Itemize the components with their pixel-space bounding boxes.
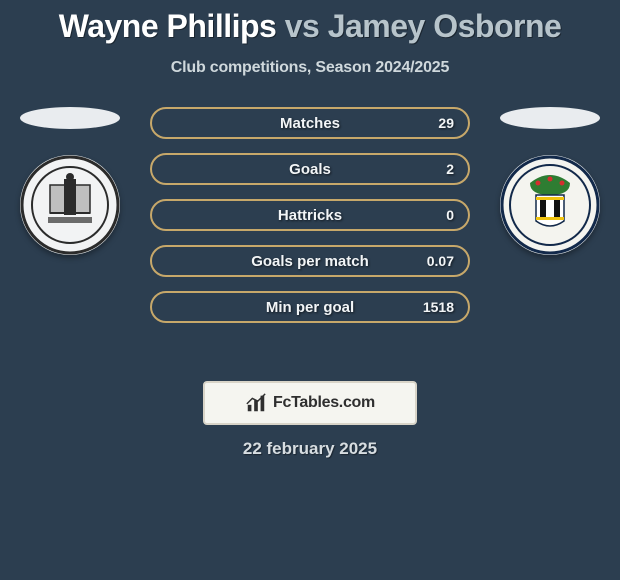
brand-box: FcTables.com <box>203 381 417 425</box>
stat-bar: Hattricks 0 <box>150 199 470 231</box>
subtitle: Club competitions, Season 2024/2025 <box>10 59 610 77</box>
vs-text: vs <box>285 8 320 44</box>
crest-left-icon <box>20 155 120 255</box>
stat-value-right: 1518 <box>423 299 454 315</box>
crest-right-icon <box>500 155 600 255</box>
stats-area: Matches 29 Goals 2 Hattricks 0 Goals per match… <box>10 107 610 357</box>
stat-label: Goals per match <box>251 253 369 270</box>
bar-chart-icon <box>245 392 267 414</box>
stat-value-right: 0 <box>446 207 454 223</box>
player1-name: Wayne Phillips <box>59 8 277 44</box>
stat-label: Matches <box>280 115 340 132</box>
stat-value-right: 29 <box>438 115 454 131</box>
right-column <box>490 107 610 255</box>
gateshead-crest <box>20 155 120 255</box>
brand-text: FcTables.com <box>273 394 375 412</box>
stat-value-right: 0.07 <box>427 253 454 269</box>
date-text: 22 february 2025 <box>10 439 610 459</box>
headline: Wayne Phillips vs Jamey Osborne <box>10 8 610 45</box>
stat-bar: Matches 29 <box>150 107 470 139</box>
stat-label: Goals <box>289 161 331 178</box>
player2-name: Jamey Osborne <box>328 8 562 44</box>
stat-label: Min per goal <box>266 299 354 316</box>
stat-bars: Matches 29 Goals 2 Hattricks 0 Goals per match… <box>150 107 470 323</box>
stat-value-right: 2 <box>446 161 454 177</box>
infographic-root: Wayne Phillips vs Jamey Osborne Club com… <box>0 0 620 459</box>
player1-ellipse <box>20 107 120 129</box>
stat-label: Hattricks <box>278 207 342 224</box>
stat-bar: Goals 2 <box>150 153 470 185</box>
stat-bar: Min per goal 1518 <box>150 291 470 323</box>
left-column <box>10 107 130 255</box>
stat-bar: Goals per match 0.07 <box>150 245 470 277</box>
solihull-moors-crest <box>500 155 600 255</box>
player2-ellipse <box>500 107 600 129</box>
